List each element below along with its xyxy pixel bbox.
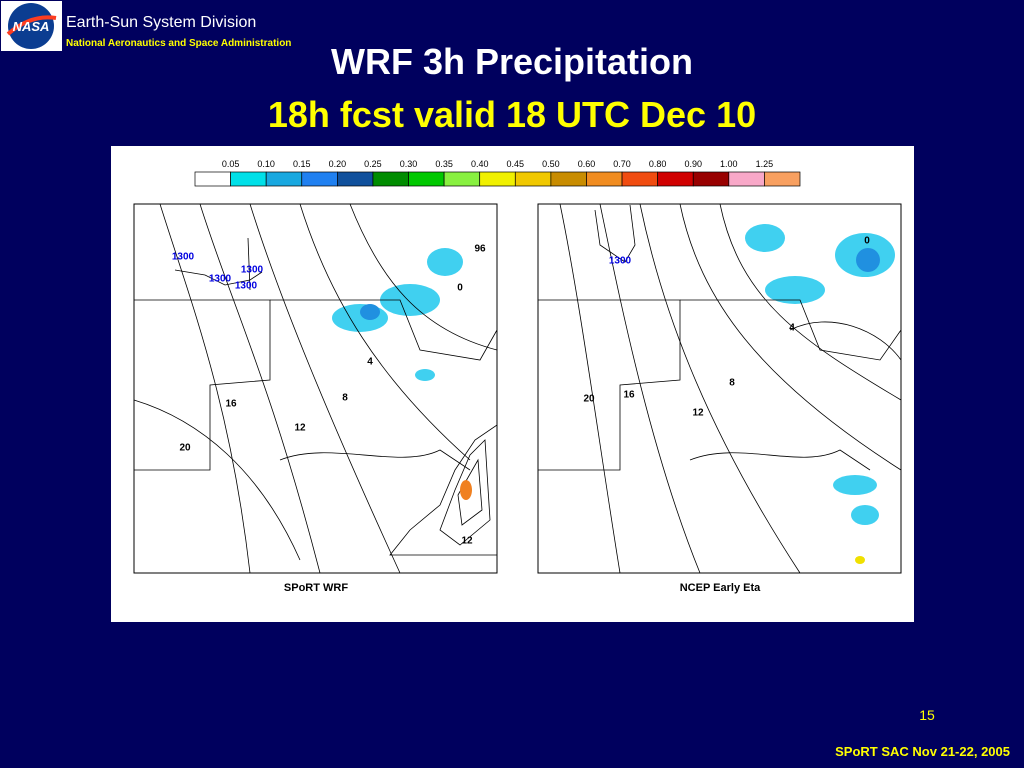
contour-label: 0 [457,283,463,294]
legend-label: 0.10 [257,159,275,169]
contour-label: 16 [623,390,635,401]
contour-label: 1300 [609,256,632,267]
contour-label: 12 [692,408,704,419]
contour-label: 20 [179,443,191,454]
legend-swatch [764,171,801,187]
legend-label: 0.35 [435,159,453,169]
agency: National Aeronautics and Space Administr… [66,38,291,49]
legend-swatch [550,171,587,187]
contour-label: 12 [294,423,306,434]
title: WRF 3h Precipitation [331,41,693,82]
contour-label: 12 [461,536,473,547]
legend-swatch [372,171,409,187]
legend-swatch [479,171,516,187]
legend-swatch [657,171,694,187]
legend-swatch [408,171,445,187]
legend-label: 0.30 [400,159,418,169]
contour-label: 1300 [172,252,195,263]
contour-label: 8 [342,393,348,404]
legend-label: 0.40 [471,159,489,169]
legend-label: 0.60 [578,159,596,169]
legend-swatch [621,171,658,187]
contour-label: 16 [225,399,237,410]
legend-label: 0.45 [507,159,525,169]
legend-swatch [230,171,267,187]
legend-label: 0.25 [364,159,382,169]
legend-swatch [337,171,374,187]
map-right [537,203,902,574]
division: Earth-Sun System Division [66,14,256,31]
legend-swatch [265,171,303,187]
contour-label: 1300 [241,265,264,276]
page-number: 15 [919,707,935,723]
legend-label: 0.20 [329,159,347,169]
legend-label: 0.05 [222,159,240,169]
contour-label: 4 [367,357,373,368]
subtitle: 18h fcst valid 18 UTC Dec 10 [268,94,756,135]
legend-label: 1.00 [720,159,738,169]
contour-label: 1300 [235,281,258,292]
logo-text: NASA [13,19,50,34]
legend-label: 0.90 [684,159,702,169]
legend-swatch [692,171,730,187]
footer: SPoRT SAC Nov 21-22, 2005 [835,744,1010,759]
map-caption: SPoRT WRF [284,582,348,594]
logo: NASA [1,1,62,51]
legend-swatch [194,171,231,187]
legend-swatch [586,171,623,187]
legend-label: 0.80 [649,159,667,169]
contour-label: 8 [729,378,735,389]
legend-swatch [443,171,481,187]
map-left [133,203,498,574]
legend-label: 0.50 [542,159,560,169]
legend-label: 0.15 [293,159,311,169]
legend-swatch [728,171,765,187]
legend-label: 1.25 [756,159,774,169]
legend-swatch [301,171,338,187]
contour-label: 4 [789,323,795,334]
legend-label: 0.70 [613,159,631,169]
legend-swatch [514,171,552,187]
legend: 0.05 0.10 0.15 0.20 0.25 0.30 0.35 0.40 0.45 0.50… [194,159,801,187]
map-caption: NCEP Early Eta [680,582,761,594]
contour-label: 96 [474,244,486,255]
contour-label: 0 [864,236,870,247]
contour-label: 1300 [209,274,232,285]
contour-label: 20 [583,394,595,405]
